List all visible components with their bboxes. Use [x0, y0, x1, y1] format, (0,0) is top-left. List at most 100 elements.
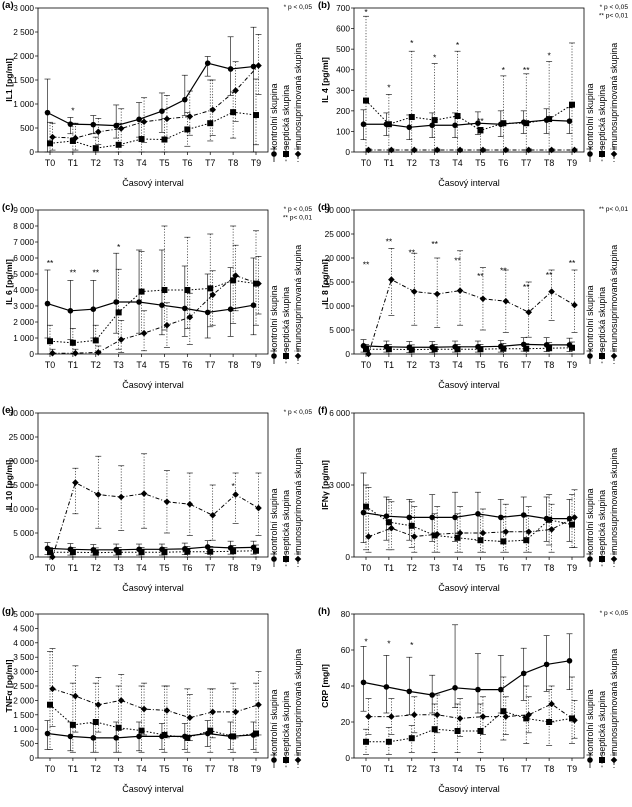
significance-mark: **	[546, 270, 553, 280]
data-point	[452, 685, 458, 691]
data-point	[502, 713, 510, 720]
plot-frame	[353, 412, 585, 558]
data-point	[230, 277, 237, 284]
legend-entry: imunosuprimovaná skupina	[609, 43, 619, 150]
series-line	[47, 732, 254, 739]
data-point	[250, 63, 257, 70]
x-tick-label: T3	[430, 158, 440, 168]
data-point	[161, 287, 168, 293]
data-point	[69, 137, 76, 144]
y-tick-label: 20 000	[9, 456, 35, 466]
x-tick-label: T4	[452, 764, 462, 774]
data-point	[209, 106, 217, 114]
data-point	[94, 491, 102, 498]
data-point	[47, 338, 53, 345]
legend-entry: imunosuprimovaná skupina	[293, 43, 303, 150]
data-point	[255, 62, 262, 69]
data-point	[92, 145, 99, 152]
significance-mark: *	[117, 242, 121, 252]
significance-mark: *	[387, 82, 391, 92]
x-tick-label: T6	[498, 158, 508, 168]
x-tick-label: T5	[159, 764, 169, 774]
data-point	[136, 299, 142, 305]
significance-mark: *	[364, 7, 368, 17]
data-point	[232, 272, 239, 279]
data-point	[546, 516, 553, 523]
data-point	[163, 115, 171, 123]
data-point	[500, 120, 507, 127]
y-tick-label: 2 500	[13, 27, 34, 37]
data-point	[159, 108, 165, 114]
data-point	[255, 504, 262, 512]
legend-entry: kontrolní skupina	[585, 83, 595, 150]
x-axis-label: Časový interval	[122, 380, 184, 390]
legend-marker	[294, 150, 302, 158]
data-point	[477, 728, 484, 734]
legend-entry: septická skupina	[597, 287, 607, 352]
data-point	[232, 708, 239, 716]
x-tick-label: T3	[114, 360, 124, 370]
data-point	[115, 141, 122, 148]
legend-entry: kontrolní skupina	[585, 285, 595, 352]
p-value-note: * p < 0,05	[284, 409, 313, 416]
x-tick-label: T0	[45, 764, 55, 774]
y-tick-label: 700	[336, 3, 350, 13]
data-point	[113, 299, 119, 305]
y-tick-label: 500	[20, 123, 34, 133]
data-point	[67, 308, 74, 314]
data-point	[385, 519, 392, 526]
y-tick-label: 5 000	[13, 269, 34, 279]
legend-marker	[587, 353, 593, 359]
data-point	[184, 548, 191, 555]
x-tick-label: T9	[251, 764, 261, 774]
data-point	[47, 549, 53, 556]
series-line	[368, 516, 575, 538]
data-point	[523, 537, 530, 544]
data-point	[360, 121, 367, 128]
x-tick-label: T8	[544, 764, 554, 774]
x-tick-label: T3	[114, 158, 124, 168]
data-point	[230, 733, 237, 740]
series-line	[363, 512, 570, 520]
p-value-note: * p < 0,05	[600, 4, 629, 11]
y-axis-label: IL 10 [pg/ml]	[4, 460, 14, 511]
data-point	[431, 726, 438, 733]
data-point	[456, 715, 464, 722]
plot-frame	[37, 7, 269, 153]
data-point	[500, 345, 507, 352]
y-axis-label: IL1 [pg/ml]	[4, 58, 14, 102]
y-tick-label: 600	[336, 24, 350, 34]
data-point	[113, 122, 119, 129]
x-tick-label: T7	[521, 764, 531, 774]
panel-label: (g)	[2, 606, 14, 617]
x-tick-label: T2	[407, 563, 417, 573]
data-point	[44, 109, 51, 116]
legend-entry: septická skupina	[281, 490, 291, 555]
legend-marker	[294, 352, 302, 360]
data-point	[454, 346, 461, 353]
x-tick-label: T2	[91, 360, 101, 370]
data-point	[363, 503, 369, 510]
series-line	[363, 660, 570, 696]
x-tick-label: T1	[68, 360, 78, 370]
legend-marker	[610, 555, 618, 563]
data-point	[388, 524, 395, 532]
data-point	[140, 490, 148, 497]
x-tick-label: T8	[544, 158, 554, 168]
x-axis-label: Časový interval	[122, 178, 184, 188]
x-axis-label: Časový interval	[438, 178, 500, 188]
legend-marker	[610, 756, 618, 764]
data-point	[502, 297, 510, 305]
data-point	[502, 146, 510, 154]
data-point	[452, 514, 458, 521]
legend-entry: kontrolní skupina	[269, 689, 279, 756]
data-point	[431, 117, 438, 124]
data-point	[546, 345, 553, 352]
x-tick-label: T2	[407, 360, 417, 370]
legend-marker	[294, 756, 302, 764]
series-square	[363, 341, 575, 355]
series-line	[366, 710, 573, 743]
data-point	[498, 514, 504, 521]
data-point	[410, 711, 418, 719]
legend-marker	[283, 151, 289, 157]
